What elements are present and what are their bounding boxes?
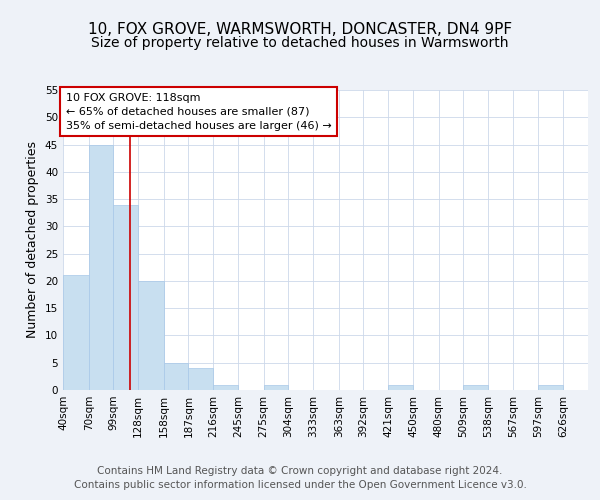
Bar [89,144,113,390]
Text: 10 FOX GROVE: 118sqm
← 65% of detached houses are smaller (87)
35% of semi-detac: 10 FOX GROVE: 118sqm ← 65% of detached h… [65,92,331,130]
Bar [63,276,89,390]
Bar [263,384,289,390]
Bar [113,204,138,390]
Bar [538,384,563,390]
Text: Size of property relative to detached houses in Warmsworth: Size of property relative to detached ho… [91,36,509,50]
Bar [213,384,238,390]
Text: 10, FOX GROVE, WARMSWORTH, DONCASTER, DN4 9PF: 10, FOX GROVE, WARMSWORTH, DONCASTER, DN… [88,22,512,38]
Bar [188,368,213,390]
Bar [164,362,188,390]
Bar [388,384,413,390]
Y-axis label: Number of detached properties: Number of detached properties [26,142,40,338]
Bar [463,384,488,390]
Text: Contains HM Land Registry data © Crown copyright and database right 2024.
Contai: Contains HM Land Registry data © Crown c… [74,466,526,490]
Bar [138,281,164,390]
